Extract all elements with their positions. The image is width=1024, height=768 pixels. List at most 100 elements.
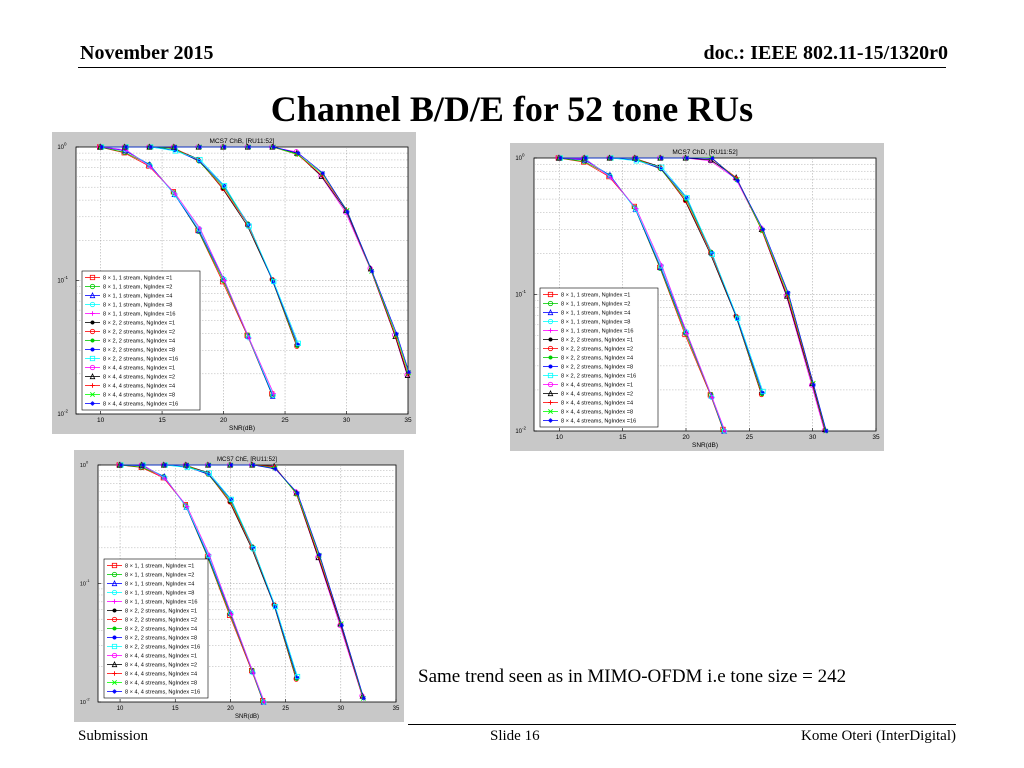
x-tick-label: 35 (872, 434, 880, 441)
x-axis-label: SNR(dB) (692, 442, 718, 449)
header-divider (78, 67, 946, 68)
legend-label: 8 × 4, 4 streams, NgIndex =4 (125, 672, 197, 678)
series-group (116, 461, 366, 705)
slide-title: Channel B/D/E for 52 tone RUs (270, 89, 754, 129)
legend-label: 8 × 2, 2 streams, NgIndex =8 (561, 365, 633, 371)
series-15 (118, 462, 366, 701)
legend-label: 8 × 2, 2 streams, NgIndex =16 (125, 645, 200, 651)
x-tick-label: 10 (97, 417, 105, 424)
chart-channel-d: MCS7 ChD, [RU11:52] 10 15 20 25 30 35 SNR(dB) 10… (510, 143, 884, 451)
data-point (271, 144, 276, 150)
data-point (207, 462, 212, 468)
legend-label: 8 × 1, 1 stream, NgIndex =16 (561, 329, 633, 335)
data-point (262, 699, 267, 705)
footer-submission: Submission (78, 728, 149, 744)
data-point (394, 331, 399, 337)
chart-svg: MCS7 ChB, [RU11:52] 10 15 20 25 30 35 SNR(dB) 10… (57, 138, 412, 432)
data-point (633, 207, 639, 213)
series-line (101, 146, 275, 394)
legend-marker (112, 626, 117, 631)
data-point (197, 225, 203, 231)
legend-marker (90, 320, 95, 325)
data-point (197, 144, 203, 150)
y-tick-label: 10 (80, 700, 86, 706)
legend-marker (548, 400, 553, 405)
data-point (369, 269, 375, 274)
data-point (222, 144, 227, 150)
legend-label: 8 × 4, 4 streams, NgIndex =4 (561, 401, 633, 407)
data-point (558, 155, 563, 161)
series-group (97, 143, 412, 399)
x-tick-label: 30 (809, 434, 817, 441)
legend-label: 8 × 4, 4 streams, NgIndex =4 (103, 384, 175, 390)
legend-label: 8 × 1, 1 stream, NgIndex =1 (103, 276, 172, 282)
legend-marker (89, 301, 96, 308)
x-tick-label: 20 (227, 706, 234, 712)
legend-label: 8 × 4, 4 streams, NgIndex =2 (125, 663, 197, 669)
chart-title: MCS7 ChB, [RU11:52] (210, 138, 275, 145)
legend-label: 8 × 2, 2 streams, NgIndex =2 (125, 618, 197, 624)
y-tick-label: 10 (515, 293, 522, 299)
legend-label: 8 × 1, 1 stream, NgIndex =16 (103, 312, 175, 318)
data-point (684, 195, 690, 201)
data-point (271, 278, 277, 285)
legend-label: 8 × 1, 1 stream, NgIndex =2 (103, 285, 172, 291)
legend: 8 × 1, 1 stream, NgIndex =1 8 × 1, 1 stre… (81, 270, 201, 411)
data-point (148, 144, 153, 150)
data-point (173, 191, 178, 197)
legend-marker (89, 391, 96, 398)
x-tick-label: 30 (343, 417, 351, 424)
x-tick-label: 35 (404, 417, 412, 424)
data-point (404, 371, 411, 378)
data-point (273, 466, 278, 472)
x-tick-label: 25 (281, 417, 289, 424)
x-tick-label: 25 (746, 434, 754, 441)
legend-label: 8 × 1, 1 stream, NgIndex =2 (561, 302, 630, 308)
data-point (246, 144, 252, 150)
series-group (555, 154, 829, 434)
series-line (560, 157, 726, 432)
data-point (659, 262, 664, 268)
legend-label: 8 × 2, 2 streams, NgIndex =16 (561, 374, 636, 380)
data-point (722, 428, 728, 434)
data-point (710, 156, 715, 161)
legend-marker (111, 643, 118, 650)
x-tick-label: 10 (117, 706, 124, 712)
legend-label: 8 × 2, 2 streams, NgIndex =8 (125, 636, 197, 642)
x-axis-label: SNR(dB) (229, 425, 255, 432)
x-axis-label: SNR(dB) (235, 714, 259, 720)
data-point (184, 504, 190, 509)
data-point (317, 552, 322, 557)
data-point (197, 159, 202, 164)
data-point (295, 490, 300, 496)
series-5 (118, 462, 267, 705)
legend-label: 8 × 1, 1 stream, NgIndex =4 (103, 294, 172, 300)
y-tick-exponent: -1 (522, 289, 526, 294)
legend-marker (89, 274, 96, 281)
data-point (173, 144, 178, 150)
data-point (206, 470, 212, 476)
data-point (140, 462, 146, 468)
data-point (184, 462, 190, 468)
data-point (99, 144, 104, 150)
data-point (320, 170, 326, 176)
series-5 (99, 144, 276, 396)
legend-marker (112, 599, 117, 604)
legend-marker (547, 389, 554, 397)
y-tick-label: 10 (57, 145, 64, 151)
legend-marker (111, 579, 118, 587)
legend-label: 8 × 4, 4 streams, NgIndex =8 (125, 681, 197, 687)
legend-marker (111, 679, 118, 686)
data-point (760, 227, 766, 232)
legend-label: 8 × 4, 4 streams, NgIndex =8 (561, 410, 633, 416)
data-point (406, 370, 412, 375)
legend-label: 8 × 4, 4 streams, NgIndex =16 (125, 690, 200, 696)
x-tick-label: 30 (337, 706, 344, 712)
series-15 (99, 144, 412, 375)
legend-label: 8 × 4, 4 streams, NgIndex =8 (103, 393, 175, 399)
legend-marker (111, 589, 118, 596)
data-point (249, 667, 255, 674)
y-tick-label: 10 (515, 429, 522, 435)
chart-title: MCS7 ChD, [RU11:52] (672, 149, 737, 156)
y-tick-label: 10 (80, 582, 86, 588)
